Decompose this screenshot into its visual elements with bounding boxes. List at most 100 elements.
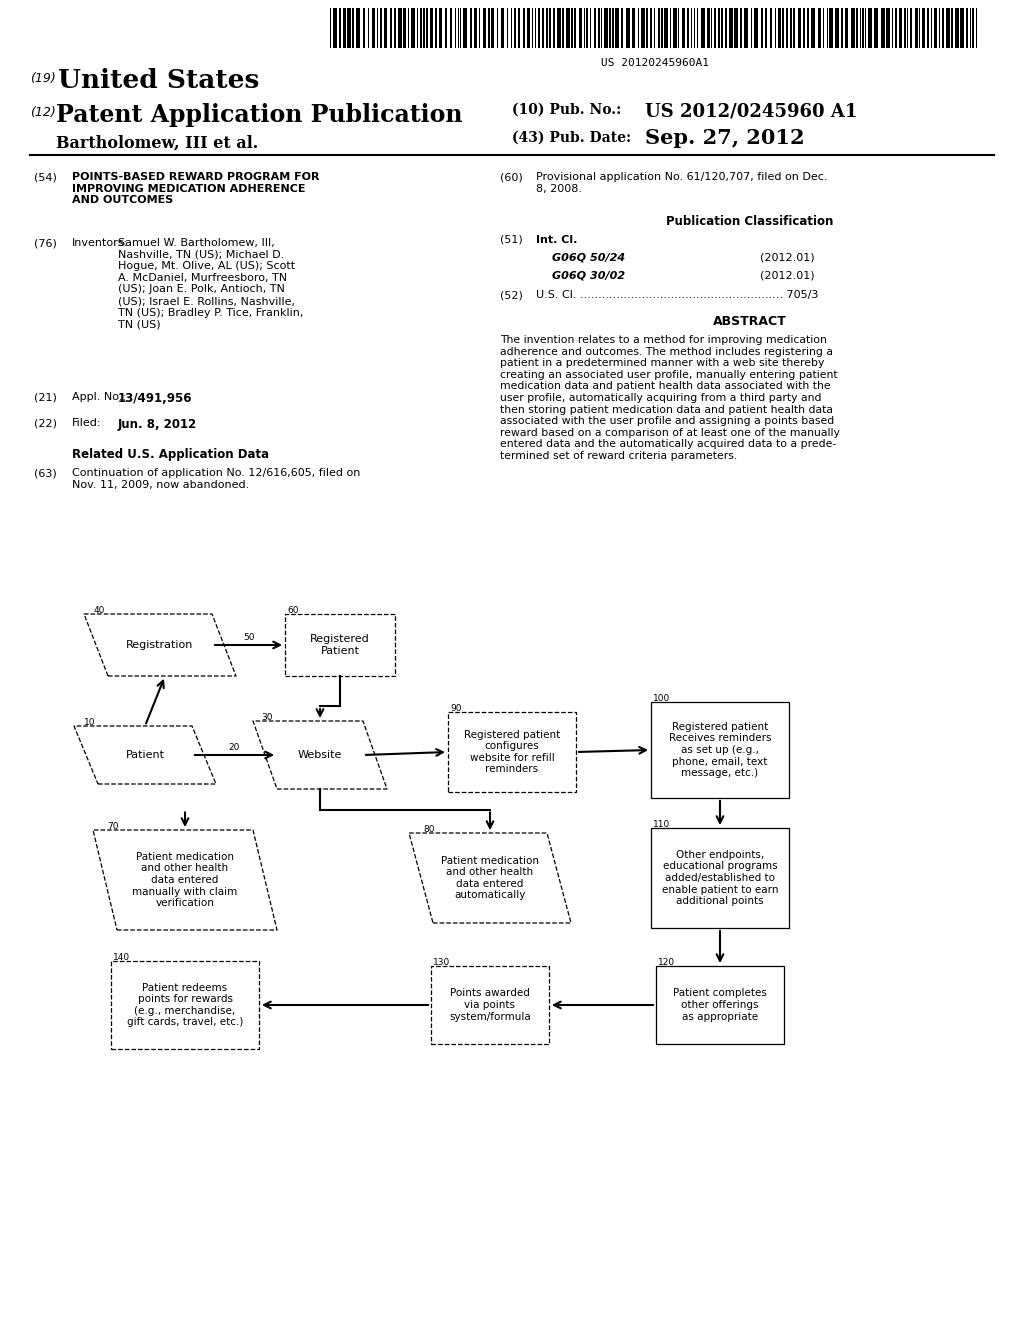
Text: Inventors:: Inventors: — [72, 238, 128, 248]
Bar — [586, 8, 588, 48]
Text: Bartholomew, III et al.: Bartholomew, III et al. — [56, 135, 258, 152]
Text: US 20120245960A1: US 20120245960A1 — [601, 58, 709, 69]
Bar — [951, 8, 953, 48]
Bar — [615, 8, 618, 48]
Text: (19): (19) — [30, 73, 55, 84]
Bar — [862, 8, 864, 48]
Bar — [765, 8, 767, 48]
Bar — [430, 8, 433, 48]
Bar — [449, 711, 575, 792]
Bar — [380, 8, 382, 48]
Bar — [955, 8, 959, 48]
Text: Website: Website — [298, 750, 342, 760]
Text: (76): (76) — [34, 238, 57, 248]
Bar — [934, 8, 937, 48]
Text: (10) Pub. No.:: (10) Pub. No.: — [512, 103, 622, 117]
Bar — [790, 8, 792, 48]
Bar — [835, 8, 839, 48]
Text: 30: 30 — [261, 713, 272, 722]
Bar — [612, 8, 614, 48]
Bar — [942, 8, 944, 48]
Bar — [927, 8, 929, 48]
Bar — [384, 8, 387, 48]
Text: 80: 80 — [423, 825, 434, 834]
Bar — [856, 8, 858, 48]
Bar — [431, 966, 549, 1044]
Bar — [553, 8, 555, 48]
Text: Int. Cl.: Int. Cl. — [536, 235, 578, 246]
Text: (60): (60) — [500, 172, 522, 182]
Bar — [390, 8, 392, 48]
Bar — [546, 8, 548, 48]
Bar — [841, 8, 843, 48]
Bar — [714, 8, 716, 48]
Bar — [347, 8, 351, 48]
Bar — [904, 8, 906, 48]
Text: Continuation of application No. 12/616,605, filed on
Nov. 11, 2009, now abandone: Continuation of application No. 12/616,6… — [72, 469, 360, 490]
Bar — [557, 8, 561, 48]
Text: The invention relates to a method for improving medication
adherence and outcome: The invention relates to a method for im… — [500, 335, 840, 461]
Text: Appl. No.:: Appl. No.: — [72, 392, 126, 403]
Bar — [490, 8, 494, 48]
Bar — [851, 8, 855, 48]
Bar — [621, 8, 623, 48]
Text: 13/491,956: 13/491,956 — [118, 392, 193, 405]
Bar — [646, 8, 648, 48]
Bar — [656, 966, 784, 1044]
Bar — [398, 8, 402, 48]
Text: Registration: Registration — [126, 640, 194, 649]
Text: (2012.01): (2012.01) — [760, 271, 815, 280]
Bar — [571, 8, 573, 48]
Bar — [651, 828, 790, 928]
Bar — [651, 702, 790, 799]
Bar — [673, 8, 677, 48]
Text: (54): (54) — [34, 172, 57, 182]
Bar — [549, 8, 551, 48]
Bar — [483, 8, 486, 48]
Bar — [594, 8, 596, 48]
Text: Samuel W. Bartholomew, III,
Nashville, TN (US); Michael D.
Hogue, Mt. Olive, AL : Samuel W. Bartholomew, III, Nashville, T… — [118, 238, 303, 329]
Bar — [961, 8, 964, 48]
Bar — [807, 8, 809, 48]
Text: 120: 120 — [658, 958, 675, 968]
Bar — [426, 8, 428, 48]
Bar — [910, 8, 912, 48]
Text: ABSTRACT: ABSTRACT — [713, 315, 786, 327]
Text: Publication Classification: Publication Classification — [667, 215, 834, 228]
Text: G06Q 50/24: G06Q 50/24 — [552, 253, 625, 263]
Bar — [725, 8, 727, 48]
Bar — [778, 8, 781, 48]
Text: Points awarded
via points
system/formula: Points awarded via points system/formula — [450, 989, 530, 1022]
Bar — [946, 8, 950, 48]
Text: Registered patient
configures
website for refill
reminders: Registered patient configures website fo… — [464, 730, 560, 775]
Bar — [574, 8, 575, 48]
Bar — [604, 8, 608, 48]
Bar — [868, 8, 872, 48]
Bar — [394, 8, 396, 48]
Bar — [664, 8, 668, 48]
Bar — [411, 8, 415, 48]
Bar — [734, 8, 738, 48]
Bar — [579, 8, 582, 48]
Bar — [811, 8, 815, 48]
Text: (51): (51) — [500, 235, 522, 246]
Text: 130: 130 — [433, 958, 451, 968]
Bar — [658, 8, 660, 48]
Bar — [845, 8, 848, 48]
Text: 70: 70 — [106, 822, 119, 832]
Bar — [285, 614, 395, 676]
Bar — [352, 8, 354, 48]
Bar — [786, 8, 788, 48]
Bar — [687, 8, 689, 48]
Text: (22): (22) — [34, 418, 57, 428]
Text: 100: 100 — [653, 694, 671, 704]
Text: 20: 20 — [228, 742, 241, 751]
Text: G06Q 30/02: G06Q 30/02 — [552, 271, 625, 280]
Text: Sep. 27, 2012: Sep. 27, 2012 — [645, 128, 805, 148]
Text: US 2012/0245960 A1: US 2012/0245960 A1 — [645, 103, 857, 121]
Bar — [488, 8, 490, 48]
Bar — [333, 8, 337, 48]
Bar — [111, 961, 259, 1049]
Bar — [562, 8, 564, 48]
Bar — [793, 8, 795, 48]
